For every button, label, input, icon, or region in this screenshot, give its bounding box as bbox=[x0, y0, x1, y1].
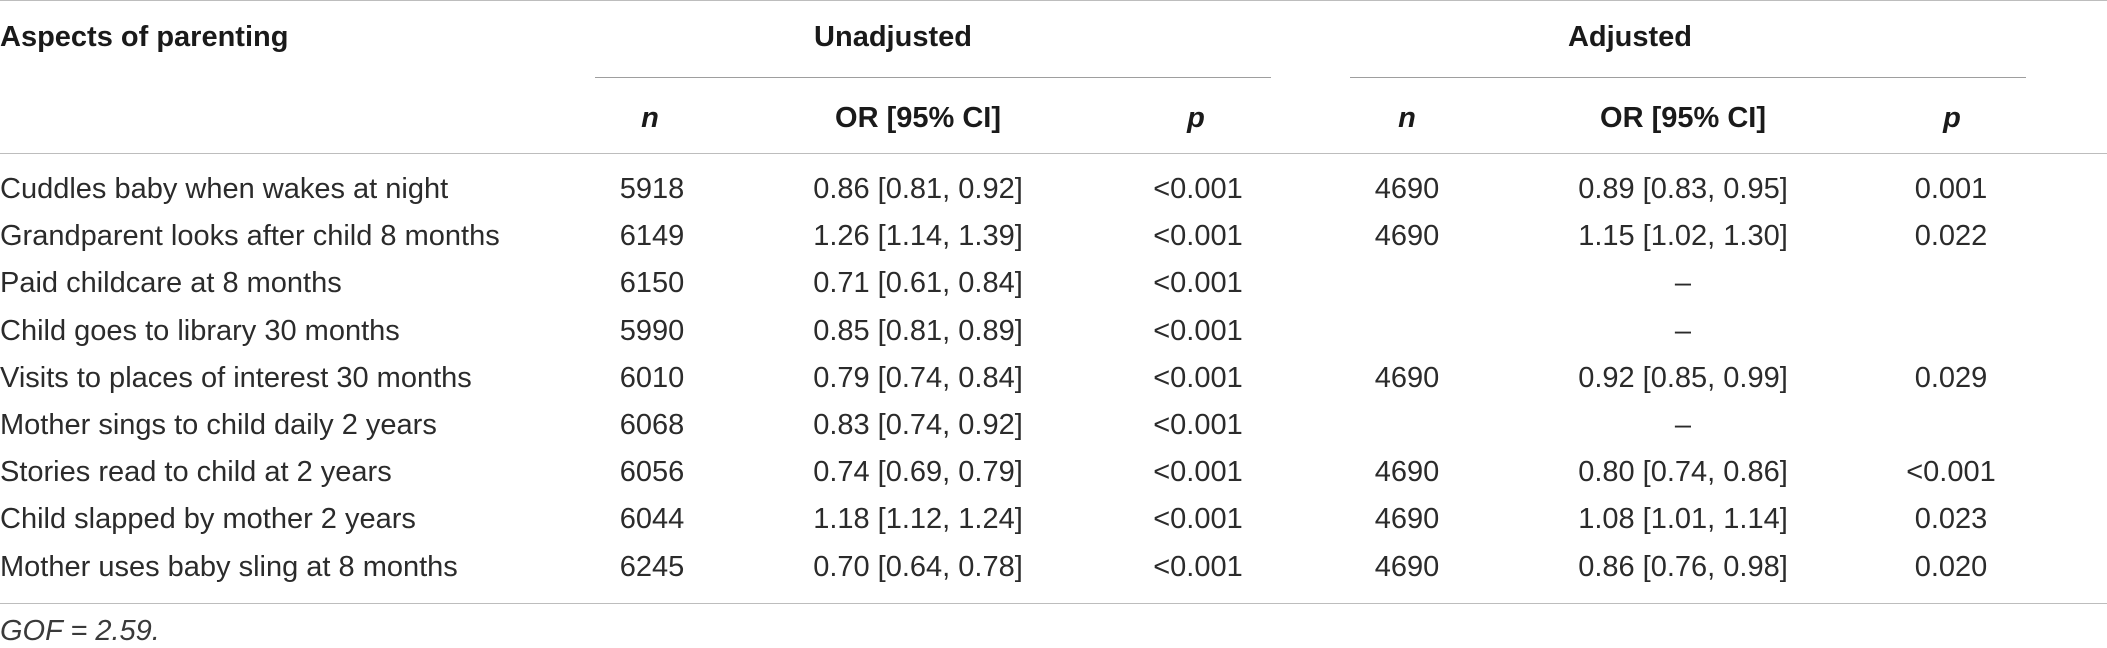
adjusted-n-cell: 4690 bbox=[1374, 361, 1440, 394]
unadjusted-n-cell: 5918 bbox=[619, 173, 685, 205]
unadjusted-n-cell: 5990 bbox=[619, 314, 685, 347]
unadjusted-p-cell: <0.001 bbox=[1153, 550, 1243, 583]
unadjusted-p-cell: <0.001 bbox=[1153, 220, 1243, 253]
adjusted-or-cell: – bbox=[1674, 267, 1692, 300]
adjusted-group-header: Adjusted bbox=[1567, 21, 1693, 53]
unadjusted-or-cell: 0.83 [0.74, 0.92] bbox=[813, 409, 1023, 441]
unadjusted-n-cell: 6068 bbox=[619, 409, 685, 441]
adjusted-or-cell: 0.86 [0.76, 0.98] bbox=[1578, 550, 1788, 583]
top-rule bbox=[0, 0, 2107, 1]
unadjusted-n-cell: 6149 bbox=[619, 220, 685, 253]
unadjusted-or-cell: 0.70 [0.64, 0.78] bbox=[813, 550, 1023, 583]
unadjusted-or-cell: 0.86 [0.81, 0.92] bbox=[813, 173, 1023, 205]
unadjusted-group-rule bbox=[595, 77, 1271, 78]
adjusted-n-cell: 4690 bbox=[1374, 550, 1440, 583]
row-label-cell: Child slapped by mother 2 years bbox=[0, 503, 416, 536]
row-label-cell: Cuddles baby when wakes at night bbox=[0, 173, 449, 205]
adjusted-n-cell: 4690 bbox=[1374, 503, 1440, 536]
adjusted-or-cell: 0.92 [0.85, 0.99] bbox=[1578, 361, 1788, 394]
adjusted-or-header: OR [95% CI] bbox=[1600, 102, 1766, 134]
adjusted-or-cell: 1.15 [1.02, 1.30] bbox=[1578, 220, 1788, 253]
unadjusted-p-cell: <0.001 bbox=[1153, 503, 1243, 536]
unadjusted-or-cell: 1.18 [1.12, 1.24] bbox=[813, 503, 1023, 536]
unadjusted-n-cell: 6056 bbox=[619, 456, 685, 489]
unadjusted-group-header: Unadjusted bbox=[814, 21, 972, 53]
unadjusted-p-cell: <0.001 bbox=[1153, 314, 1243, 347]
adjusted-p-cell: 0.022 bbox=[1914, 220, 1988, 253]
adjusted-or-cell: 0.89 [0.83, 0.95] bbox=[1578, 173, 1788, 205]
unadjusted-n-cell: 6245 bbox=[619, 550, 685, 583]
unadjusted-or-cell: 0.71 [0.61, 0.84] bbox=[813, 267, 1023, 300]
row-label-cell: Paid childcare at 8 months bbox=[0, 267, 342, 300]
adjusted-p-cell: 0.023 bbox=[1914, 503, 1988, 536]
row-label-cell: Mother uses baby sling at 8 months bbox=[0, 550, 458, 583]
unadjusted-p-cell: <0.001 bbox=[1153, 409, 1243, 441]
adjusted-p-header: p bbox=[1943, 102, 1961, 134]
unadjusted-or-cell: 0.79 [0.74, 0.84] bbox=[813, 361, 1023, 394]
unadjusted-p-cell: <0.001 bbox=[1153, 361, 1243, 394]
unadjusted-or-header: OR [95% CI] bbox=[835, 102, 1001, 134]
adjusted-or-cell: – bbox=[1674, 409, 1692, 441]
row-label-cell: Child goes to library 30 months bbox=[0, 314, 400, 347]
unadjusted-n-cell: 6010 bbox=[619, 361, 685, 394]
unadjusted-p-cell: <0.001 bbox=[1153, 267, 1243, 300]
table-footnote: GOF = 2.59. bbox=[0, 615, 160, 647]
adjusted-n-cell: 4690 bbox=[1374, 456, 1440, 489]
row-label-header: Aspects of parenting bbox=[0, 21, 289, 53]
row-label-cell: Stories read to child at 2 years bbox=[0, 456, 392, 489]
adjusted-n-cell: 4690 bbox=[1374, 173, 1440, 205]
adjusted-or-cell: 1.08 [1.01, 1.14] bbox=[1578, 503, 1788, 536]
adjusted-p-cell: 0.029 bbox=[1914, 361, 1988, 394]
adjusted-or-cell: – bbox=[1674, 314, 1692, 347]
adjusted-n-header: n bbox=[1398, 102, 1416, 134]
table-bottom-rule bbox=[0, 603, 2107, 604]
row-label-cell: Grandparent looks after child 8 months bbox=[0, 220, 500, 253]
adjusted-or-cell: 0.80 [0.74, 0.86] bbox=[1578, 456, 1788, 489]
unadjusted-n-header: n bbox=[641, 102, 659, 134]
unadjusted-n-cell: 6044 bbox=[619, 503, 685, 536]
row-label-cell: Mother sings to child daily 2 years bbox=[0, 409, 437, 441]
header-bottom-rule bbox=[0, 153, 2107, 154]
unadjusted-p-cell: <0.001 bbox=[1153, 173, 1243, 205]
unadjusted-or-cell: 0.74 [0.69, 0.79] bbox=[813, 456, 1023, 489]
adjusted-group-rule bbox=[1350, 77, 2026, 78]
unadjusted-or-cell: 0.85 [0.81, 0.89] bbox=[813, 314, 1023, 347]
adjusted-p-cell: 0.001 bbox=[1914, 173, 1988, 205]
adjusted-p-cell: 0.020 bbox=[1914, 550, 1988, 583]
unadjusted-or-cell: 1.26 [1.14, 1.39] bbox=[813, 220, 1023, 253]
adjusted-p-cell: <0.001 bbox=[1906, 456, 1996, 489]
unadjusted-p-cell: <0.001 bbox=[1153, 456, 1243, 489]
unadjusted-n-cell: 6150 bbox=[619, 267, 685, 300]
adjusted-n-cell: 4690 bbox=[1374, 220, 1440, 253]
row-label-cell: Visits to places of interest 30 months bbox=[0, 361, 472, 394]
unadjusted-p-header: p bbox=[1187, 102, 1205, 134]
